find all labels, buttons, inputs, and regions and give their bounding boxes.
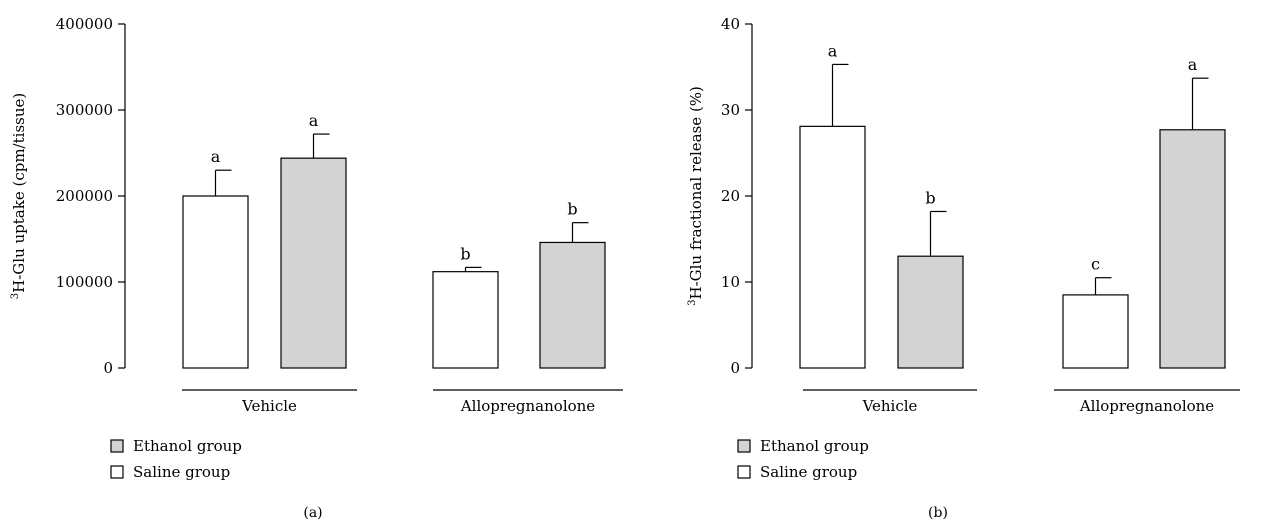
bar-saline-group [182, 195, 249, 369]
bar-saline-group [1062, 294, 1129, 369]
significance-letter: a [1188, 55, 1198, 74]
y-tick-label: 0 [730, 359, 740, 377]
significance-letter: b [460, 244, 470, 263]
category-label: Vehicle [862, 397, 918, 415]
y-tick-label: 300000 [56, 101, 113, 119]
panel-label: (b) [928, 505, 948, 521]
legend-swatch [737, 439, 751, 453]
y-axis-label-text: H-Glu fractional release (%) [687, 86, 705, 299]
y-tick-label: 10 [721, 273, 740, 291]
y-tick-label: 400000 [56, 15, 113, 33]
legend-label: Saline group [760, 463, 857, 481]
y-axis-label-superscript: 3 [687, 300, 698, 306]
bar-ethanol-group [897, 255, 964, 369]
chart-panel-a: 0 100000 200000 300000 400000 3H-Glu uptake (… [10, 15, 623, 521]
bar-saline-group [432, 271, 499, 369]
significance-letter: a [828, 41, 838, 60]
panel-label: (a) [303, 505, 322, 521]
bar-ethanol-group [1159, 129, 1226, 369]
y-tick-label: 30 [721, 101, 740, 119]
y-axis-label: 3H-Glu fractional release (%) [687, 86, 705, 306]
legend-swatch [110, 465, 124, 479]
legend-label: Ethanol group [133, 437, 242, 455]
significance-letter: b [567, 200, 577, 219]
y-tick-label: 40 [721, 15, 740, 33]
significance-letter: a [211, 147, 221, 166]
category-label: Allopregnanolone [1079, 397, 1214, 415]
significance-letter: a [309, 111, 319, 130]
legend-label: Saline group [133, 463, 230, 481]
legend-swatch [110, 439, 124, 453]
y-tick-label: 20 [721, 187, 740, 205]
bar-ethanol-group [539, 241, 606, 369]
category-label: Allopregnanolone [460, 397, 595, 415]
y-tick-label: 200000 [56, 187, 113, 205]
legend-label: Ethanol group [760, 437, 869, 455]
legend-swatch [737, 465, 751, 479]
y-axis-label-superscript: 3 [10, 293, 21, 299]
y-tick-label: 0 [103, 359, 113, 377]
significance-letter: c [1091, 255, 1100, 274]
bar-ethanol-group [280, 157, 347, 369]
chart-panel-b: 0 10 20 30 40 3H-Glu fractional release (%) a b… [687, 15, 1240, 521]
y-tick-label: 100000 [56, 273, 113, 291]
significance-letter: b [925, 188, 935, 207]
category-label: Vehicle [241, 397, 297, 415]
y-axis-label: 3H-Glu uptake (cpm/tissue) [10, 93, 28, 299]
bar-saline-group [799, 125, 866, 369]
y-axis-label-text: H-Glu uptake (cpm/tissue) [10, 93, 28, 293]
